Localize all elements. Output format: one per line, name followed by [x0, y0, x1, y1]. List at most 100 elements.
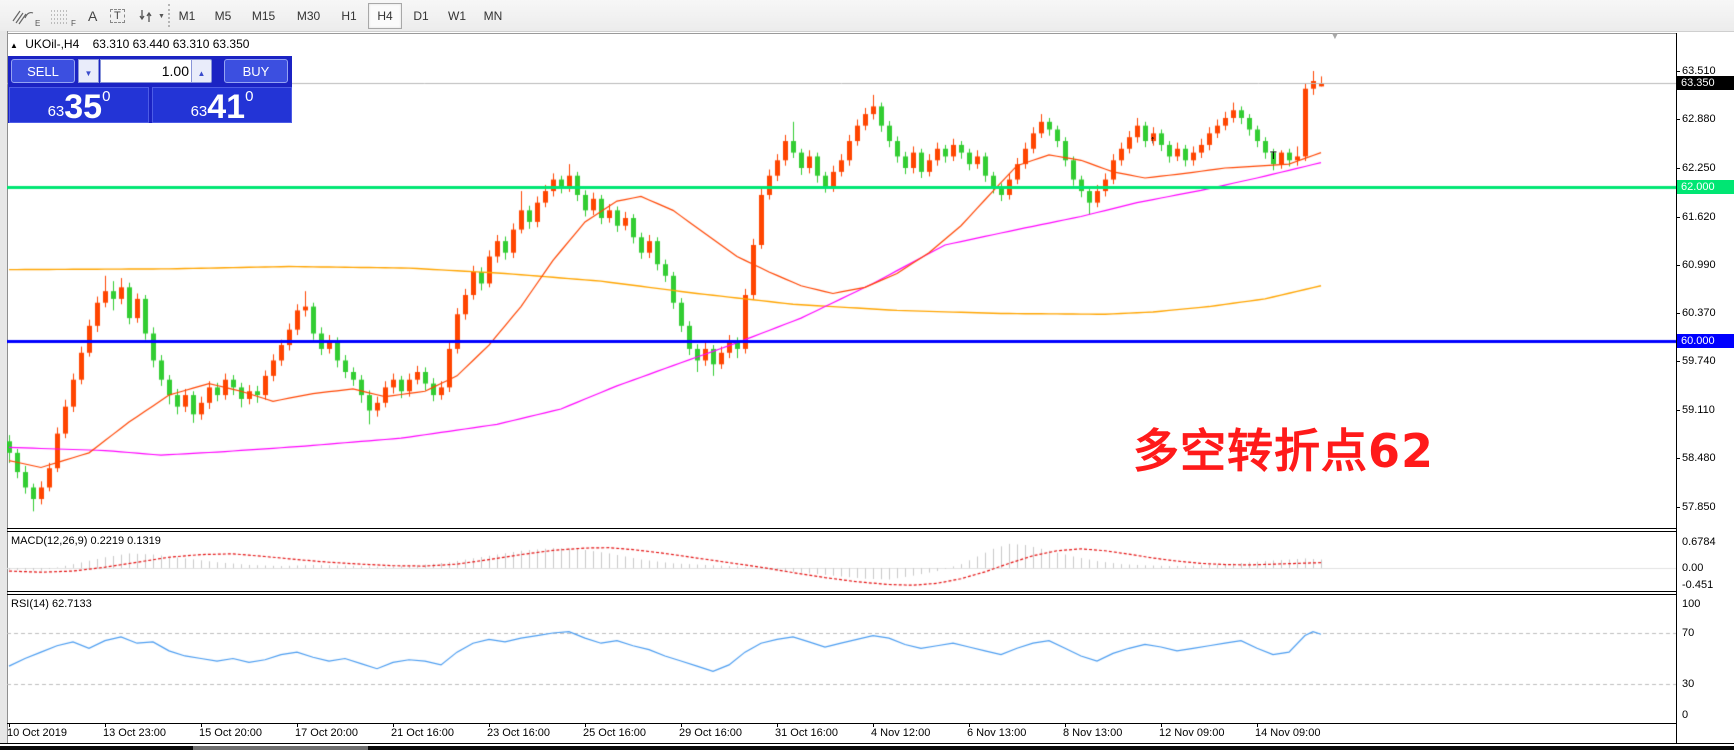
buy-price-sup: 0: [245, 88, 254, 105]
cursor-tool-icon[interactable]: ▼: [134, 3, 169, 29]
price-tick-label: 58.480: [1682, 452, 1716, 464]
text-label-icon[interactable]: A: [88, 8, 98, 24]
chart-ohlc-quote: 63.310 63.440 63.310 63.350: [92, 37, 250, 51]
rsi-scale-label: 30: [1682, 678, 1695, 690]
triangle-down-icon: ▼: [84, 68, 93, 78]
macd-indicator-canvas[interactable]: [7, 532, 1676, 591]
timeframe-h4-button[interactable]: H4: [368, 3, 402, 29]
price-tick-label: 63.510: [1682, 65, 1716, 77]
price-tick-label: 57.850: [1682, 501, 1716, 513]
grid-icon[interactable]: F: [46, 3, 80, 29]
indicators-icon[interactable]: E: [8, 3, 44, 29]
price-tick-mark: [1676, 71, 1680, 72]
timeframe-m30-button[interactable]: M30: [296, 9, 321, 23]
price-tick-label: 60.370: [1682, 307, 1716, 319]
time-axis-label: 8 Nov 13:00: [1063, 727, 1123, 739]
timeframe-h1-button[interactable]: H1: [341, 9, 357, 23]
timeframe-w1-button[interactable]: W1: [448, 9, 466, 23]
time-tick-mark: [105, 723, 106, 727]
timeframe-d1-button[interactable]: D1: [413, 9, 429, 23]
sell-button[interactable]: SELL: [11, 59, 75, 83]
chart-shift-marker-icon[interactable]: ▼: [1330, 31, 1340, 42]
rsi-label: RSI(14) 62.7133: [11, 598, 92, 610]
time-axis-label: 29 Oct 16:00: [679, 727, 742, 739]
time-tick-mark: [873, 723, 874, 727]
icon-glyph-t: T: [110, 9, 125, 23]
time-axis-label: 15 Oct 20:00: [199, 727, 262, 739]
rsi-scale-label: 70: [1682, 627, 1695, 639]
price-tick-label: 62.880: [1682, 113, 1716, 125]
time-axis-label: 25 Oct 16:00: [583, 727, 646, 739]
rsi-scale-label: 100: [1682, 598, 1701, 610]
macd-scale-label: 0.00: [1682, 562, 1704, 574]
sell-price-big: 35: [64, 88, 103, 126]
panel-separator[interactable]: [7, 591, 1676, 592]
price-badge: 60.000: [1677, 334, 1734, 348]
time-tick-mark: [777, 723, 778, 727]
time-axis-label: 31 Oct 16:00: [775, 727, 838, 739]
chart-title: ▲ UKOil-,H4 63.310 63.440 63.310 63.350: [10, 37, 249, 51]
triangle-up-icon: ▲: [197, 68, 206, 78]
price-tick-mark: [1676, 217, 1680, 218]
timeframe-m1-button[interactable]: M1: [178, 9, 196, 23]
timeframe-mn-button[interactable]: MN: [483, 9, 503, 23]
price-tick-label: 59.740: [1682, 355, 1716, 367]
time-axis-label: 12 Nov 09:00: [1159, 727, 1225, 739]
price-tick-label: 60.990: [1682, 259, 1716, 271]
buy-price-display[interactable]: 63 41 0: [152, 87, 292, 126]
price-tick-label: 61.620: [1682, 211, 1716, 223]
panel-separator[interactable]: [7, 594, 1676, 595]
rsi-scale-label: 0: [1682, 709, 1689, 721]
time-tick-mark: [297, 723, 298, 727]
buy-price-big: 41: [207, 88, 246, 126]
price-tick-mark: [1676, 361, 1680, 362]
time-axis-label: 23 Oct 16:00: [487, 727, 550, 739]
chart-object-marker[interactable]: T: [1270, 150, 1277, 162]
textbox-icon[interactable]: T: [106, 3, 129, 29]
chevron-down-icon: ▼: [158, 12, 165, 20]
price-tick-mark: [1676, 458, 1680, 459]
price-tick-label: 62.250: [1682, 162, 1716, 174]
price-tick-mark: [1676, 119, 1680, 120]
icon-sub-f: F: [71, 19, 76, 28]
macd-scale-label: -0.451: [1682, 579, 1714, 591]
collapse-triangle-icon[interactable]: ▲: [10, 41, 18, 50]
timeframe-m5-button[interactable]: M5: [214, 9, 232, 23]
chart-text-annotation[interactable]: 多空转折点62: [1133, 424, 1435, 478]
chart-object-marker[interactable]: ↑: [1150, 134, 1156, 146]
volume-decrease-button[interactable]: ▼: [78, 59, 99, 83]
panel-separator[interactable]: [7, 531, 1676, 532]
volume-increase-button[interactable]: ▲: [191, 59, 212, 83]
price-axis-line[interactable]: [1676, 33, 1677, 743]
volume-input[interactable]: [100, 59, 194, 83]
time-tick-mark: [393, 723, 394, 727]
sell-price-display[interactable]: 63 35 0: [9, 87, 149, 126]
chart-symbol-period: UKOil-,H4: [25, 37, 80, 51]
buy-button[interactable]: BUY: [224, 59, 288, 83]
time-tick-mark: [1257, 723, 1258, 727]
panel-separator[interactable]: [7, 528, 1676, 529]
sell-price-sup: 0: [102, 88, 111, 105]
time-axis-label: 14 Nov 09:00: [1255, 727, 1321, 739]
toolbar: E F A T ▼ M1 M5 M15 M30 H1 H4 D1 W1 MN: [0, 0, 1734, 32]
buy-price-small: 63: [190, 103, 208, 120]
price-tick-mark: [1676, 313, 1680, 314]
time-axis-label: 17 Oct 20:00: [295, 727, 358, 739]
time-axis-label: 4 Nov 12:00: [871, 727, 931, 739]
bottom-strip: [0, 746, 1734, 750]
price-badge: 62.000: [1677, 180, 1734, 194]
price-tick-mark: [1676, 168, 1680, 169]
icon-sub-e: E: [35, 19, 41, 28]
toolbar-grip[interactable]: [168, 4, 170, 27]
time-axis-label: 21 Oct 16:00: [391, 727, 454, 739]
time-tick-mark: [489, 723, 490, 727]
time-axis-line[interactable]: [7, 723, 1676, 724]
price-tick-mark: [1676, 507, 1680, 508]
rsi-indicator-canvas[interactable]: [7, 595, 1676, 723]
timeframe-m15-button[interactable]: M15: [251, 9, 276, 23]
macd-label: MACD(12,26,9) 0.2219 0.1319: [11, 535, 161, 547]
time-axis-label: 10 Oct 2019: [7, 727, 67, 739]
sell-price-small: 63: [47, 103, 65, 120]
price-tick-mark: [1676, 410, 1680, 411]
